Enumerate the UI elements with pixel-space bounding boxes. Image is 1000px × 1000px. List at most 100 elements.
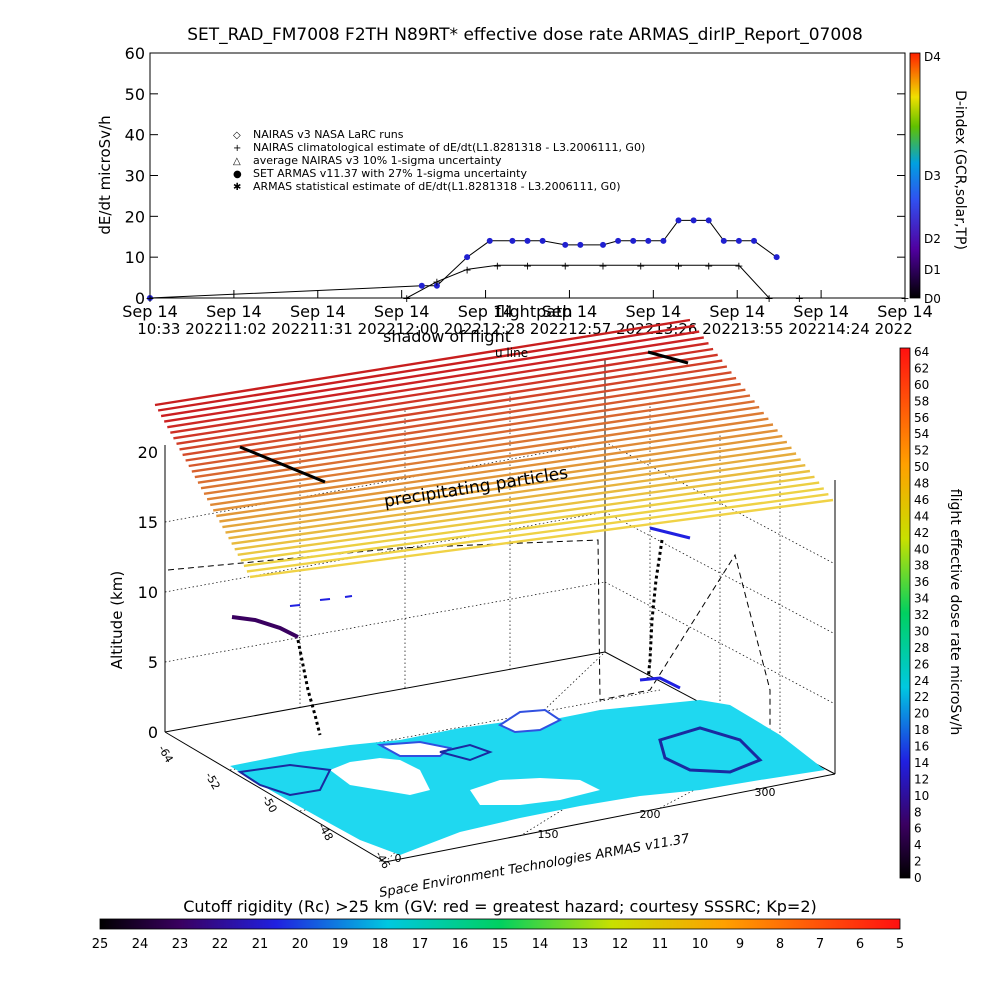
particle-layer-line [185,376,737,462]
rc-tick-label: 6 [856,937,864,952]
dose-tick-label: 24 [914,674,929,688]
armas-point [720,237,727,244]
rc-tick-label: 20 [292,937,309,952]
particle-layer-line [182,371,732,457]
armas-point [645,237,652,244]
u-line-label: u line [495,346,528,360]
dose-tick-label: 64 [914,345,929,359]
dose-tick-label: 62 [914,361,929,375]
altitude-tick-label: 10 [138,583,158,602]
dose-tick-label: 48 [914,477,929,491]
particle-layer-line [173,353,718,440]
rc-tick-label: 14 [532,937,549,952]
x-tick-label: Sep 14 [542,302,598,321]
nairas-point: + [734,259,743,272]
dose-tick-label: 10 [914,789,929,803]
x-tick-label: Sep 14 [458,302,514,321]
rc-tick-label: 23 [172,937,189,952]
armas-point [562,241,569,248]
rc-tick-label: 12 [612,937,629,952]
dose-tick-label: 18 [914,723,929,737]
y-tick-label: 60 [125,44,145,63]
particle-layer-line [176,359,723,445]
x-tick-label: Sep 14 [877,302,933,321]
armas-point [615,237,622,244]
floor-tick-b: -46 [372,849,392,871]
particle-layer-line [234,469,811,551]
dose-tick-label: 58 [914,394,929,408]
altitude-tick-label: 0 [148,723,158,742]
top-chart-title: SET_RAD_FM7008 F2TH N89RT* effective dos… [187,25,863,45]
d-index-ticks: D0 D1 D2 D3 D4 [924,50,941,306]
nairas-point: + [704,259,713,272]
particle-layer-line [170,347,714,434]
particle-layer-line [167,342,709,429]
particle-layer-line [164,336,704,423]
rc-tick-label: 10 [692,937,709,952]
particle-layer-line [191,388,746,473]
y-tick-label: 20 [125,207,145,226]
rc-tick-label: 24 [132,937,149,952]
d-index-label: D-index (GCR,solar,TP) [952,90,968,250]
top-y-axis-label: dE/dt microSv/h [96,115,114,234]
floor-tick-a: 200 [640,808,661,821]
altitude-ticks: 0 5 10 15 20 [138,443,158,742]
armas-point [433,282,440,289]
x-tick-label: Sep 14 [206,302,262,321]
armas-point [630,237,637,244]
rc-tick-label: 22 [212,937,229,952]
armas-point [509,237,516,244]
legend-entry: NAIRAS v3 NASA LaRC runs [253,128,404,141]
rc-tick-label: 13 [572,937,589,952]
dose-tick-label: 60 [914,378,929,392]
nairas-point: + [795,292,804,305]
dose-tick-label: 36 [914,575,929,589]
particle-layer-line [222,446,792,529]
dose-tick-label: 34 [914,592,929,606]
nairas-point: + [462,263,471,276]
particle-layer-line [160,330,700,418]
particle-layer-line [203,411,764,495]
armas-point [690,217,697,224]
nairas-point: + [674,259,683,272]
y-tick-label: 40 [125,126,145,145]
cutoff-rigidity-ticks: 25 24 23 22 21 20 19 18 17 16 15 14 13 12 11 10 9 8 7 6 5 [92,937,904,952]
particle-layer-line [188,382,741,468]
armas-point [524,237,531,244]
top-series: + + + + + + + + + + + + + + + [145,217,910,305]
floor-tick-a: 0 [395,852,402,865]
particle-layer-line [246,493,829,573]
particle-layer-line [237,475,815,556]
particle-layer-line [213,429,778,512]
nairas-point: + [764,292,773,305]
dose-tick-label: 16 [914,740,929,754]
rc-tick-label: 18 [372,937,389,952]
rc-tick-label: 7 [816,937,824,952]
particle-layer-line [206,417,769,501]
legend-symbol: ✱ [233,182,241,193]
legend-symbol: △ [233,156,241,167]
nairas-point: + [145,292,154,305]
particle-layer-line [225,452,797,534]
dose-tick-label: 2 [914,855,922,869]
dose-tick-label: 40 [914,542,929,556]
particle-layer-line [179,365,728,451]
dose-tick-label: 32 [914,608,929,622]
particle-layer-line [240,481,820,562]
dose-tick-label: 54 [914,427,929,441]
rc-tick-label: 19 [332,937,349,952]
armas-point [751,237,757,244]
rc-tick-label: 16 [452,937,469,952]
legend-entry: ARMAS statistical estimate of dE/dt(L1.8… [253,180,620,193]
d-index-tick: D1 [924,263,941,277]
dose-tick-label: 26 [914,657,929,671]
floor-tick-b: -52 [202,770,222,792]
x-tick-label: Sep 14 [374,302,430,321]
x-tick-label: Sep 14 [793,302,849,321]
dose-colorbar-label: flight effective dose rate microSv/h [947,489,963,735]
dose-tick-label: 50 [914,460,929,474]
precipitating-particles-layer [154,318,834,579]
particle-layer-line [243,487,824,568]
particle-layer-line [219,440,788,523]
